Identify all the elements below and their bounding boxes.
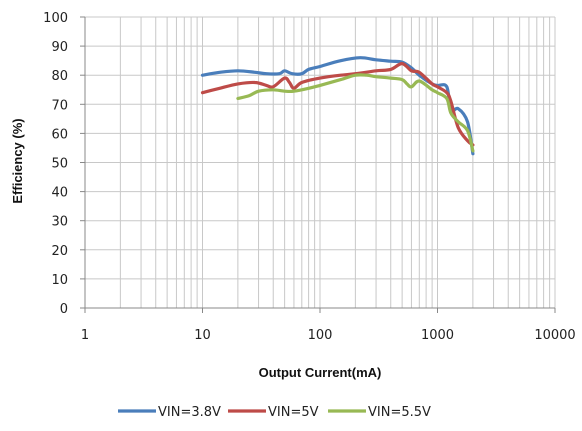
x-tick-label: 10: [194, 328, 211, 343]
series-line-vin-5-5v: [236, 73, 475, 153]
y-tick-label: 100: [43, 11, 68, 26]
series-lines: [200, 56, 475, 156]
legend-label-vin-5v: VIN=5V: [268, 405, 319, 420]
y-tick-label: 10: [51, 273, 68, 288]
y-tick-label: 80: [51, 69, 68, 84]
y-tick-label: 40: [51, 186, 68, 201]
x-tick-label: 10000: [534, 328, 575, 343]
grid: [84, 16, 556, 309]
x-tick-label: 100: [308, 328, 333, 343]
y-tick-label: 70: [51, 98, 68, 113]
y-tick-label: 60: [51, 127, 68, 142]
legend-label-vin-3-8v: VIN=3.8V: [158, 405, 221, 420]
series-line-vin-3-8v: [200, 56, 475, 156]
y-tick-label: 20: [51, 244, 68, 259]
y-tick-label: 50: [51, 157, 68, 172]
legend-label-vin-5-5v: VIN=5.5V: [368, 405, 431, 420]
y-tick-label: 0: [60, 302, 68, 317]
x-axis-title: Output Current(mA): [259, 365, 382, 380]
legend: VIN=3.8V VIN=5V VIN=5.5V: [118, 405, 431, 420]
y-tick-label: 30: [51, 215, 68, 230]
y-axis-title: Efficiency (%): [10, 118, 25, 203]
axes: [80, 16, 556, 313]
y-tick-label: 90: [51, 40, 68, 55]
x-tick-label: 1000: [421, 328, 454, 343]
x-tick-label: 1: [81, 328, 89, 343]
